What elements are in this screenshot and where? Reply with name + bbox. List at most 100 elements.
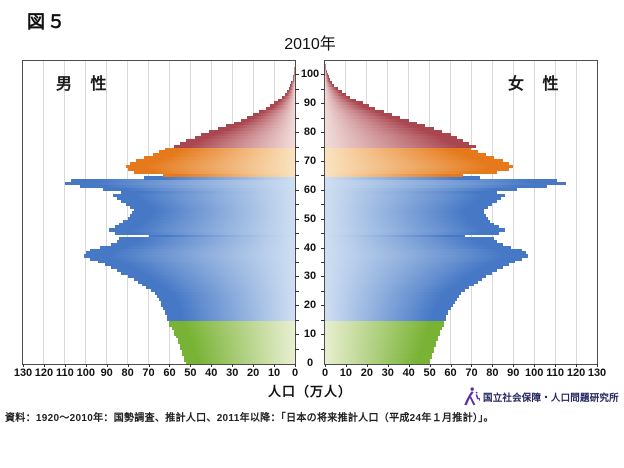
pyramid-bar-female-age-5 <box>325 346 434 350</box>
pyramid-bar-male-age-95 <box>288 86 295 91</box>
x-tick-label-left: 80 <box>121 367 134 379</box>
pyramid-bar-female-age-94 <box>325 89 342 94</box>
x-tick-label-left: 50 <box>184 367 197 379</box>
pyramid-bar-female-age-83 <box>325 121 418 125</box>
pyramid-bar-male-age-39 <box>89 248 295 252</box>
pyramid-bar-male-age-88 <box>265 107 295 111</box>
pyramid-bar-female-age-51 <box>325 213 487 218</box>
pyramid-bar-male-age-0 <box>186 361 295 365</box>
pyramid-bar-female-age-9 <box>325 335 438 339</box>
pyramid-bar-male-age-36 <box>89 257 295 261</box>
pyramid-bar-female-age-79 <box>325 133 451 137</box>
pyramid-bar-male-age-43 <box>119 237 295 241</box>
pyramid-bar-female-age-95 <box>325 86 338 91</box>
pyramid-bar-male-age-30 <box>127 274 295 278</box>
x-tick-label-left: 130 <box>13 367 33 379</box>
pyramid-bar-male-age-21 <box>161 300 295 304</box>
pyramid-bar-male-age-11 <box>173 329 295 333</box>
pyramid-bar-male-age-54 <box>129 205 295 209</box>
pyramid-bar-female-age-11 <box>325 329 441 333</box>
pyramid-bar-male-age-80 <box>209 130 295 134</box>
age-axis-label: 40 <box>303 241 317 254</box>
pyramid-bar-female-age-99 <box>325 75 329 79</box>
x-tick-label-right: 50 <box>423 367 436 379</box>
pyramid-bar-female-age-66 <box>325 170 497 174</box>
pyramid-bar-female-age-64 <box>325 176 480 180</box>
pyramid-bar-male-age-44 <box>148 234 295 238</box>
x-tick-label-left: 70 <box>142 367 155 379</box>
female-series-label: 女 性 <box>508 76 566 93</box>
pyramid-bar-female-age-37 <box>325 254 528 258</box>
pyramid-bar-female-age-48 <box>325 222 495 226</box>
pyramid-bar-female-age-102 <box>325 66 327 71</box>
pyramid-bar-male-age-89 <box>269 104 295 108</box>
pyramid-bar-female-age-35 <box>325 260 516 264</box>
pyramid-bar-female-age-97 <box>325 81 333 85</box>
pyramid-bar-male-age-57 <box>117 196 295 200</box>
pyramid-bar-male-age-93 <box>284 92 295 97</box>
pyramid-bar-female-age-82 <box>325 124 426 128</box>
pyramid-bar-male-age-19 <box>163 306 295 310</box>
pyramid-bar-male-age-66 <box>133 170 295 174</box>
age-axis-label: 70 <box>303 155 317 167</box>
gridline <box>491 61 493 364</box>
pyramid-bar-male-age-42 <box>117 239 295 244</box>
pyramid-bar-female-age-75 <box>325 144 476 148</box>
pyramid-bar-male-age-64 <box>144 176 295 180</box>
pyramid-bar-male-age-99 <box>293 75 295 79</box>
pyramid-bar-female-age-78 <box>325 136 457 140</box>
pyramid-bar-female-age-23 <box>325 294 459 299</box>
pyramid-bar-male-age-77 <box>186 138 295 143</box>
pyramid-bar-male-age-58 <box>112 193 295 198</box>
pyramid-bar-female-age-68 <box>325 164 514 169</box>
pyramid-bar-female-age-89 <box>325 104 369 108</box>
x-tick-label-right: 40 <box>402 367 415 379</box>
pyramid-bar-female-age-42 <box>325 239 497 244</box>
x-tick-label-right: 90 <box>507 367 520 379</box>
x-tick-label-right: 60 <box>444 367 457 379</box>
age-axis-label: 20 <box>303 299 317 312</box>
pyramid-bar-male-age-34 <box>104 263 295 267</box>
pyramid-bar-female-age-67 <box>325 167 510 172</box>
x-tick-label-right: 30 <box>381 367 394 379</box>
pyramid-bar-male-age-100 <box>293 72 295 76</box>
pyramid-bar-male-age-48 <box>119 222 295 226</box>
pyramid-bar-male-age-47 <box>115 225 295 229</box>
pyramid-bar-female-age-103 <box>325 63 326 68</box>
pyramid-bar-female-age-57 <box>325 196 501 200</box>
pyramid-bar-male-age-97 <box>291 81 295 85</box>
pyramid-bar-female-age-100 <box>325 72 328 76</box>
pyramid-bar-female-age-92 <box>325 95 351 99</box>
pyramid-bar-male-age-6 <box>179 343 295 348</box>
x-tick-label-left: 120 <box>34 367 54 379</box>
pyramid-bar-male-age-94 <box>286 89 295 94</box>
pyramid-bar-female-age-55 <box>325 202 493 206</box>
pyramid-bar-female-age-59 <box>325 190 497 195</box>
pyramid-bar-male-age-16 <box>167 314 295 319</box>
pyramid-bar-male-age-20 <box>161 303 295 307</box>
pyramid-bar-male-age-38 <box>85 251 295 255</box>
age-axis-label: 90 <box>303 97 317 110</box>
pyramid-bar-female-age-16 <box>325 314 447 319</box>
pyramid-bar-female-age-34 <box>325 263 510 267</box>
pyramid-bar-female-age-62 <box>325 182 566 186</box>
pyramid-bar-male-age-86 <box>253 112 295 117</box>
gridline <box>43 61 45 364</box>
pyramid-bar-female-age-65 <box>325 173 464 177</box>
pyramid-bar-male-age-60 <box>102 187 295 192</box>
pyramid-bar-female-age-4 <box>325 349 434 353</box>
pyramid-bar-female-age-77 <box>325 138 464 143</box>
gridline <box>127 61 129 364</box>
pyramid-bar-male-age-84 <box>240 118 295 122</box>
pyramid-bar-male-age-81 <box>217 127 295 131</box>
figure-label: 図５ <box>27 12 67 32</box>
pyramid-bar-male-age-29 <box>133 277 295 281</box>
pyramid-bar-male-age-5 <box>179 346 295 350</box>
pyramid-bar-female-age-56 <box>325 199 497 203</box>
pyramid-bar-female-age-32 <box>325 268 497 273</box>
age-axis-label: 50 <box>303 212 317 225</box>
pyramid-bar-female-age-54 <box>325 205 489 209</box>
pyramid-bar-female-age-52 <box>325 211 484 215</box>
pyramid-bar-male-age-2 <box>184 355 295 359</box>
pyramid-bar-male-age-51 <box>129 213 295 218</box>
